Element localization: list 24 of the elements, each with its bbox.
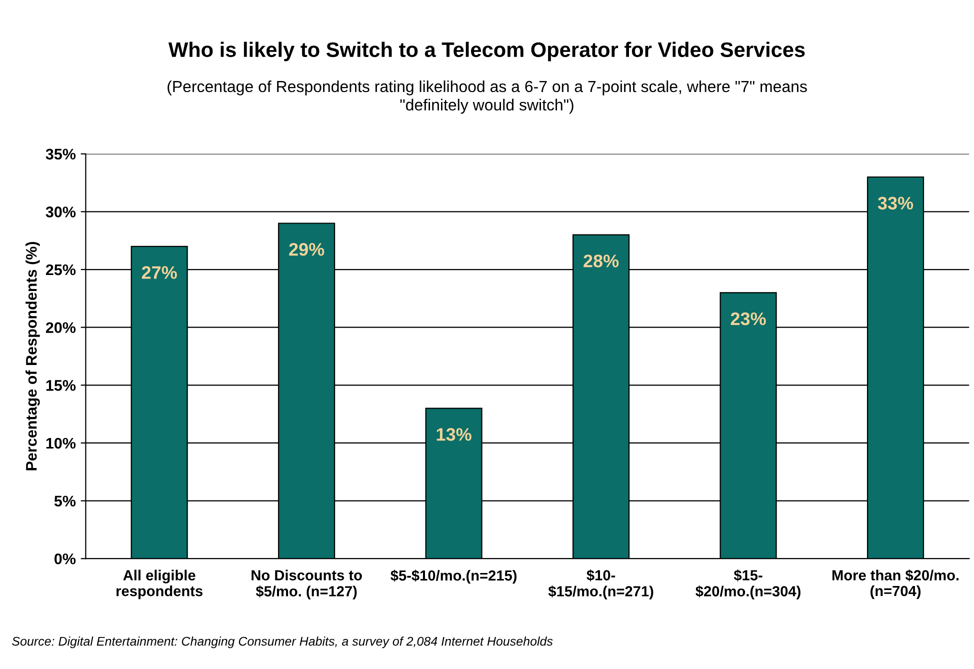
y-tick-label: 20% <box>46 322 76 334</box>
data-label: 28% <box>584 254 619 268</box>
y-tick-label: 15% <box>46 380 76 391</box>
y-tick-label: 5% <box>54 496 76 506</box>
y-tick-label: 30% <box>46 206 76 218</box>
y-tick-label: 0% <box>54 553 76 564</box>
source-note: Source: Digital Entertainment: Changing Consumer Habits, a survey of 2,084 Internet Households <box>12 636 553 648</box>
y-axis-title: Percentage of Respondents (%) <box>26 242 40 470</box>
y-tick-label: 10% <box>46 438 76 449</box>
data-label: 33% <box>878 196 914 210</box>
x-tick-label: $10- $15/mo.(n=271) <box>548 569 654 600</box>
data-label: 13% <box>436 428 472 441</box>
y-tick-label: 35% <box>46 148 76 160</box>
x-tick-label: More than $20/mo. (n=704) <box>832 569 959 600</box>
x-tick-label: $5-$10/mo.(n=215) <box>390 570 517 584</box>
y-tick-label: 25% <box>46 264 76 276</box>
chart-subtitle: (Percentage of Respondents rating likelihood as a 6-7 on a 7-point scale, where "7" means "definitely would switch") <box>168 80 807 114</box>
data-label: 23% <box>730 312 766 326</box>
data-label: 27% <box>142 266 177 279</box>
x-tick-label: No Discounts to $5/mo. (n=127) <box>252 570 362 600</box>
data-label: 29% <box>289 243 324 256</box>
chart-title: Who is likely to Switch to a Telecom Operator for Video Services <box>168 42 805 62</box>
x-tick-label: $15- $20/mo.(n=304) <box>696 569 800 600</box>
x-tick-label: All eligible respondents <box>116 570 202 600</box>
